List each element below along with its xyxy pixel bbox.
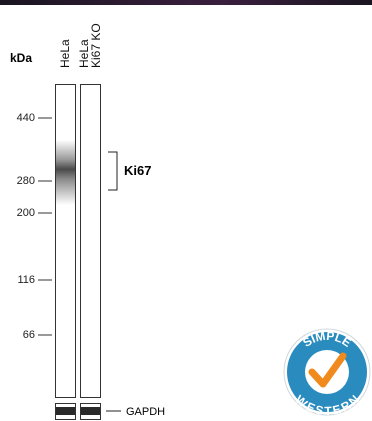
- marker-label: 66: [23, 329, 35, 341]
- unit-label: kDa: [10, 51, 32, 65]
- lane: [81, 85, 101, 398]
- marker-label: 440: [17, 112, 35, 124]
- badge: SIMPLE WESTERN: [284, 329, 370, 418]
- gapdh-label: GAPDH: [126, 406, 165, 418]
- top-strip: [0, 0, 372, 5]
- gapdh-band: [81, 407, 100, 415]
- gapdh-band: [56, 407, 75, 415]
- marker-label: 200: [17, 207, 35, 219]
- marker-label: 280: [17, 175, 35, 187]
- markers: 440 280 200 116 66: [17, 112, 52, 341]
- band-label: Ki67: [124, 163, 151, 178]
- band: [56, 140, 75, 205]
- lane-label: HeLa: [58, 39, 72, 68]
- bracket: [108, 152, 117, 190]
- lane: [56, 85, 76, 398]
- marker-label: 116: [17, 274, 35, 286]
- lane-label: Ki67 KO: [89, 23, 103, 68]
- figure: kDa HeLa HeLa Ki67 KO 440 280 200 116 66…: [0, 0, 372, 421]
